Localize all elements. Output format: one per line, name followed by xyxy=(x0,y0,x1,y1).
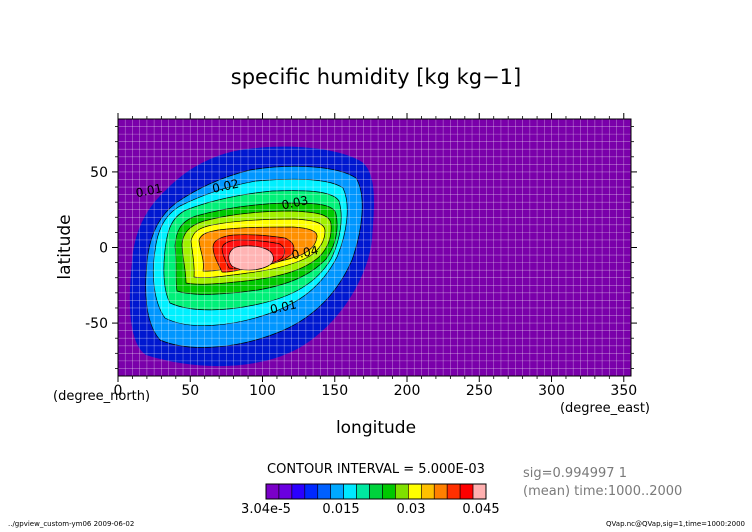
x-tick-label: 150 xyxy=(321,383,348,399)
x-tick-label: 300 xyxy=(538,383,565,399)
y-axis: 50 0 -50 xyxy=(85,126,637,369)
contour-fill-layer xyxy=(129,146,374,367)
contour-band-10 xyxy=(228,245,274,271)
chart-title: specific humidity [kg kg−1] xyxy=(231,65,521,89)
colorbar-cell xyxy=(265,483,280,500)
sig-label: sig=0.994997 1 xyxy=(523,466,627,481)
contour-label: 0.01 xyxy=(134,181,163,200)
colorbar-cell xyxy=(291,483,306,500)
colorbar-cell xyxy=(356,483,370,500)
contour-label: 0.01 xyxy=(269,297,298,316)
colorbar-tick-label: 0.045 xyxy=(462,502,499,517)
y-tick-label: -50 xyxy=(85,316,108,332)
x-axis: 0 50 100 150 200 250 300 350 xyxy=(114,113,637,399)
colorbar-cell xyxy=(395,483,409,500)
x-tick-label: 250 xyxy=(466,383,493,399)
x-axis-label: longitude xyxy=(336,418,416,438)
x-tick-label: 0 xyxy=(114,383,123,399)
x-tick-label: 350 xyxy=(610,383,637,399)
colorbar-tick-label: 0.015 xyxy=(322,502,359,517)
colorbar-cell xyxy=(304,483,319,500)
colorbar-cell xyxy=(343,483,357,500)
colorbar-cell xyxy=(433,483,448,500)
contour-label: 0.02 xyxy=(211,177,240,196)
x-tick-label: 100 xyxy=(249,383,276,399)
colorbar: 3.04e-5 0.015 0.03 0.045 xyxy=(241,483,500,517)
colorbar-tick-label: 3.04e-5 xyxy=(241,502,291,517)
contour-label: 0.03 xyxy=(280,193,309,212)
colorbar-tick-label: 0.03 xyxy=(397,502,426,517)
grid-lines xyxy=(118,119,631,376)
colorbar-cell xyxy=(382,483,396,500)
x-tick-label: 50 xyxy=(181,383,199,399)
contour-label: 0.04 xyxy=(291,243,320,262)
colorbar-cell xyxy=(420,483,435,500)
colorbar-frame xyxy=(265,483,487,500)
colorbar-cell xyxy=(472,483,487,500)
colorbar-cell xyxy=(459,483,474,500)
colorbar-cell xyxy=(446,483,461,500)
y-tick-label: 50 xyxy=(90,165,108,181)
y-axis-unit: (degree_north) xyxy=(53,389,150,404)
x-axis-unit: (degree_east) xyxy=(560,401,650,416)
footer-left: ../gpview_custom-ym06 2009-06-02 xyxy=(8,520,134,528)
footer-right: QVap.nc@QVap,sig=1,time=1000:2000 xyxy=(606,520,745,528)
y-tick-label: 0 xyxy=(99,241,108,257)
y-axis-label: latitude xyxy=(55,214,75,279)
colorbar-cell xyxy=(369,483,383,500)
contour-interval-text: CONTOUR INTERVAL = 5.000E-03 xyxy=(267,462,485,477)
colorbar-cell xyxy=(330,483,344,500)
colorbar-cell xyxy=(408,483,422,500)
colorbar-cell xyxy=(317,483,332,500)
colorbar-cell xyxy=(278,483,293,500)
mean-time-label: (mean) time:1000..2000 xyxy=(523,484,682,499)
x-tick-label: 200 xyxy=(394,383,421,399)
contour-labels: 0.01 0.02 0.03 0.04 0.01 xyxy=(134,177,319,317)
